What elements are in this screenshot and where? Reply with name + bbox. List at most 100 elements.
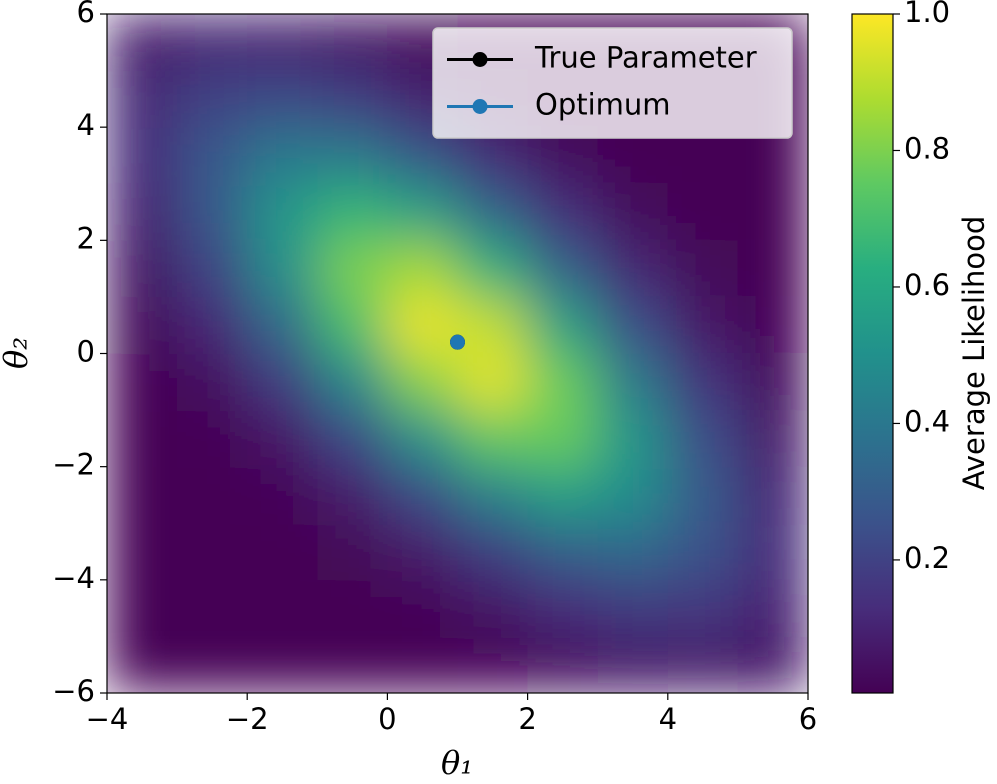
heat-cell <box>457 579 529 637</box>
colorbar-tick-label: 0.4 <box>904 404 950 438</box>
x-tick-label: 0 <box>378 702 396 736</box>
colorbar <box>851 13 894 694</box>
heat-cell <box>737 353 808 411</box>
x-tick-label: 2 <box>518 702 536 736</box>
heat-cell <box>737 296 808 354</box>
heat-cell <box>597 466 669 524</box>
heat-cell <box>247 579 318 637</box>
y-axis-label: θ₂ <box>0 337 35 369</box>
heat-cell <box>387 240 458 298</box>
heat-cell <box>177 410 248 468</box>
y-tick-label: 6 <box>77 0 95 29</box>
heat-cell <box>107 14 178 72</box>
heat-cell <box>667 636 739 693</box>
colorbar-tick-label: 1.0 <box>904 0 950 29</box>
heat-cell <box>737 636 808 693</box>
x-tick-label: −2 <box>226 702 269 736</box>
heat-cell <box>737 240 808 298</box>
legend-marker <box>472 52 488 67</box>
heat-cell <box>597 296 669 354</box>
heat-cell <box>247 183 318 241</box>
heat-cell <box>107 523 178 581</box>
heat-cell <box>177 523 248 581</box>
point <box>450 334 465 350</box>
legend: True Parameter Optimum <box>432 27 793 139</box>
heat-cell <box>317 410 388 468</box>
y-tick-label: 2 <box>77 221 95 255</box>
heat-cell <box>667 296 739 354</box>
heat-cell <box>457 240 529 298</box>
heat-cell <box>387 636 458 693</box>
colorbar-tick-label: 0.8 <box>904 131 950 165</box>
heat-cell <box>247 296 318 354</box>
y-tick-label: −2 <box>52 448 95 482</box>
y-tick-label: −6 <box>52 674 95 708</box>
heat-cell <box>457 183 529 241</box>
heat-cell <box>667 579 739 637</box>
heat-cell <box>247 523 318 581</box>
heat-cell <box>177 183 248 241</box>
heat-cell <box>527 636 599 693</box>
heat-cell <box>457 353 529 411</box>
heat-cell <box>527 296 599 354</box>
heat-cell <box>317 466 388 524</box>
x-tick-label: 6 <box>799 702 817 736</box>
heat-cell <box>597 523 669 581</box>
heat-cell <box>527 523 599 581</box>
heat-cell <box>737 523 808 581</box>
legend-label: Optimum <box>535 88 671 122</box>
heat-cell <box>107 240 178 298</box>
heat-cell <box>247 466 318 524</box>
heat-cell <box>527 466 599 524</box>
heat-cell <box>247 14 318 72</box>
heat-cell <box>387 466 458 524</box>
heat-cell <box>177 466 248 524</box>
heat-cell <box>177 240 248 298</box>
x-tick-label: −4 <box>86 702 129 736</box>
heat-cell <box>387 183 458 241</box>
heat-cell <box>457 523 529 581</box>
heat-cell <box>737 410 808 468</box>
heat-cell <box>737 183 808 241</box>
heat-cell <box>527 353 599 411</box>
heat-cell <box>107 353 178 411</box>
colorbar-label: Average Likelihood <box>957 216 991 491</box>
y-tick-label: 0 <box>77 335 95 369</box>
heat-cell <box>527 183 599 241</box>
heat-cell <box>317 240 388 298</box>
heat-cell <box>387 296 458 354</box>
heat-cell <box>667 240 739 298</box>
heat-cell <box>387 410 458 468</box>
heat-cell <box>597 183 669 241</box>
heat-cell <box>177 14 248 72</box>
heat-cell <box>177 296 248 354</box>
heat-cell <box>107 579 178 637</box>
heat-cell <box>107 183 178 241</box>
legend-label: True Parameter <box>534 41 757 75</box>
heat-cell <box>457 410 529 468</box>
heat-cell <box>317 296 388 354</box>
heat-cell <box>177 636 248 693</box>
heat-cell <box>317 523 388 581</box>
heat-cell <box>107 410 178 468</box>
heat-cell <box>177 70 248 128</box>
heat-cell <box>247 636 318 693</box>
heat-cell <box>317 127 388 185</box>
y-tick-label: 4 <box>77 108 95 142</box>
heat-cell <box>667 523 739 581</box>
y-tick-label: −4 <box>52 561 95 595</box>
heat-cell <box>317 636 388 693</box>
heat-cell <box>457 636 529 693</box>
x-axis-label: θ₁ <box>441 744 473 782</box>
heat-cell <box>247 353 318 411</box>
heat-cell <box>317 353 388 411</box>
heat-cell <box>177 127 248 185</box>
heat-cell <box>457 296 529 354</box>
colorbar-tick-label: 0.2 <box>904 541 950 575</box>
heat-cell <box>107 636 178 693</box>
heat-cell <box>107 70 178 128</box>
heat-cell <box>597 579 669 637</box>
